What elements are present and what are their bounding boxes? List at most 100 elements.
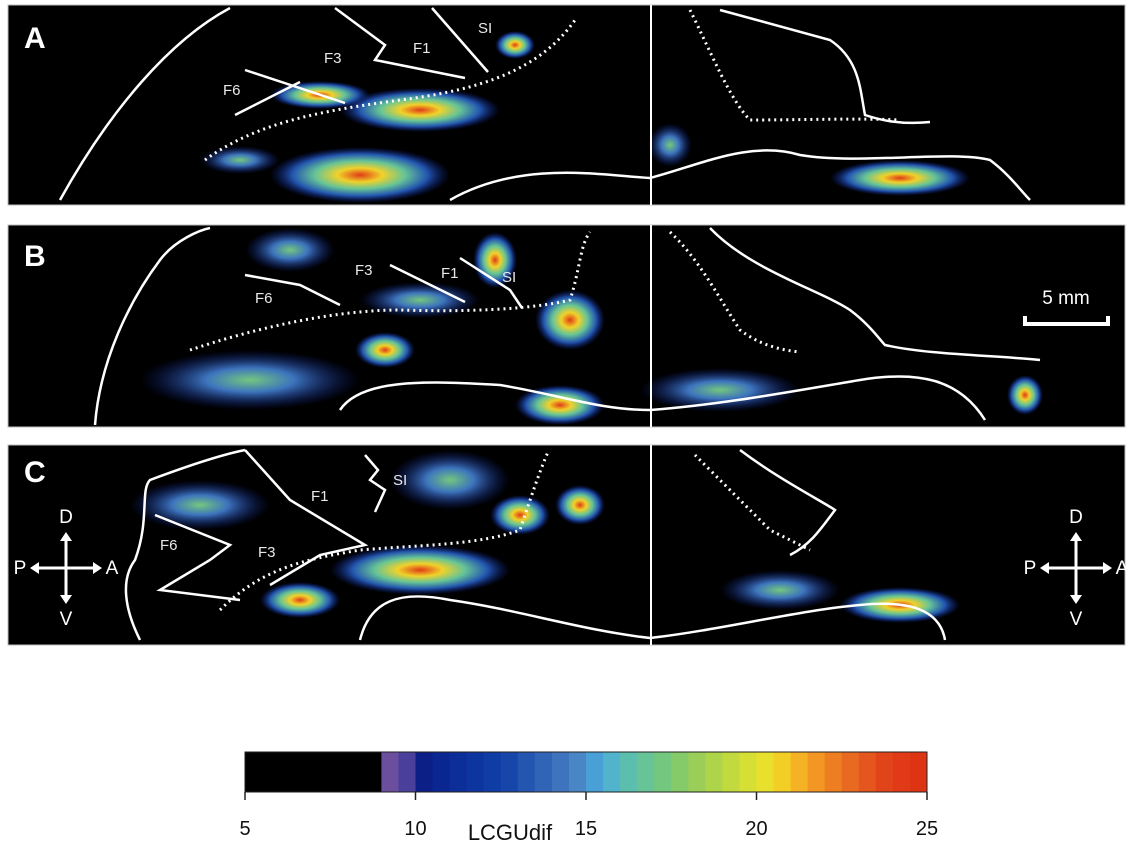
colorbar-segment: [432, 752, 451, 792]
activation: [1007, 375, 1043, 415]
border: [389, 263, 466, 304]
colorbar-segment: [279, 752, 297, 792]
activation: [200, 146, 280, 174]
outline: [93, 226, 211, 426]
border: [334, 6, 466, 80]
activation: [340, 88, 500, 132]
colorbar-segment: [875, 752, 894, 792]
colorbar-segment: [739, 752, 757, 792]
colorbar-segment: [364, 752, 382, 792]
panel-label: C: [24, 456, 46, 489]
region-label: F6: [160, 537, 178, 554]
border: [234, 80, 301, 117]
colorbar-segment: [347, 752, 365, 792]
activation: [140, 350, 360, 410]
region-label: F6: [223, 82, 241, 99]
activation: [245, 228, 335, 272]
colorbar-segment: [330, 752, 348, 792]
colorbar-segment: [603, 752, 621, 792]
border: [364, 454, 387, 513]
dir-label: D: [59, 507, 73, 528]
region-label: F3: [258, 544, 276, 561]
panel-label: B: [24, 240, 46, 273]
dir-label: V: [1070, 609, 1083, 630]
colorbar-tick-label: 25: [916, 818, 938, 840]
activation: [648, 123, 692, 167]
activation: [130, 480, 270, 530]
panel-c: C F1 F3 F6 SI D P A V D P A V: [7, 444, 1129, 646]
dir-label: A: [106, 558, 119, 579]
panel-b: 5 mm B F1 F3 F6 SI: [7, 224, 1126, 428]
activation: [830, 160, 970, 196]
orientation-right: [1040, 532, 1112, 604]
panel-label: A: [24, 22, 46, 55]
region-label: SI: [393, 472, 407, 489]
sulcus: [688, 9, 901, 122]
colorbar-segment: [296, 752, 314, 792]
region-label: F1: [311, 488, 329, 505]
region-label: SI: [502, 269, 516, 286]
colorbar-segment: [620, 752, 638, 792]
colorbar-segment: [245, 752, 263, 792]
panel-a: A F1 F3 F6 SI: [7, 4, 1126, 206]
activation: [390, 450, 510, 510]
colorbar-segment: [415, 752, 434, 792]
activation: [555, 485, 605, 525]
colorbar-segment: [517, 752, 536, 792]
colorbar-segment: [586, 752, 604, 792]
colorbar-segment: [313, 752, 331, 792]
outline: [358, 595, 947, 641]
region-label: SI: [478, 20, 492, 37]
colorbar-segment: [551, 752, 570, 792]
dir-label: V: [60, 609, 73, 630]
activation: [720, 570, 840, 610]
dir-label: P: [14, 558, 27, 579]
colorbar-segment: [756, 752, 775, 792]
region-label: F6: [255, 290, 273, 307]
colorbar-segment: [637, 752, 655, 792]
colorbar-tick-label: 5: [239, 818, 250, 840]
sulcus: [204, 19, 577, 162]
activation: [490, 495, 550, 535]
region-label: F1: [413, 40, 431, 57]
activation: [495, 31, 535, 59]
outline: [449, 149, 1031, 202]
colorbar-segment: [381, 752, 399, 792]
colorbar-segment: [807, 752, 826, 792]
activation: [640, 368, 800, 412]
region-label: F3: [324, 50, 342, 67]
colorbar: 5 10 15 20 25: [239, 751, 938, 840]
region-label: F3: [355, 262, 373, 279]
colorbar-segment: [841, 752, 860, 792]
colorbar-segment: [483, 752, 502, 792]
outline: [58, 6, 231, 201]
border: [431, 7, 489, 73]
activation: [515, 385, 605, 425]
outline: [124, 448, 246, 641]
activation: [355, 332, 415, 368]
colorbar-segment: [722, 752, 740, 792]
dir-label: P: [1024, 558, 1037, 579]
colorbar-segment: [449, 752, 468, 792]
sulcus: [218, 451, 550, 612]
border: [154, 513, 241, 602]
outline: [739, 448, 837, 557]
border: [244, 68, 346, 105]
activation: [270, 147, 450, 203]
scale-bar-label: 5 mm: [1042, 288, 1090, 309]
border: [244, 273, 341, 307]
colorbar-segment: [773, 752, 792, 792]
colorbar-segment: [500, 752, 519, 792]
colorbar-segment: [909, 752, 928, 792]
colorbar-tick-label: 10: [404, 818, 426, 840]
activation: [535, 290, 605, 350]
colorbar-segment: [568, 752, 587, 792]
colorbar-segment: [671, 752, 689, 792]
colorbar-segment: [654, 752, 672, 792]
colorbar-segment: [398, 752, 416, 792]
colorbar-tick-label: 20: [745, 818, 767, 840]
colorbar-segment: [790, 752, 809, 792]
colorbar-segment: [892, 752, 911, 792]
outline: [719, 8, 931, 125]
